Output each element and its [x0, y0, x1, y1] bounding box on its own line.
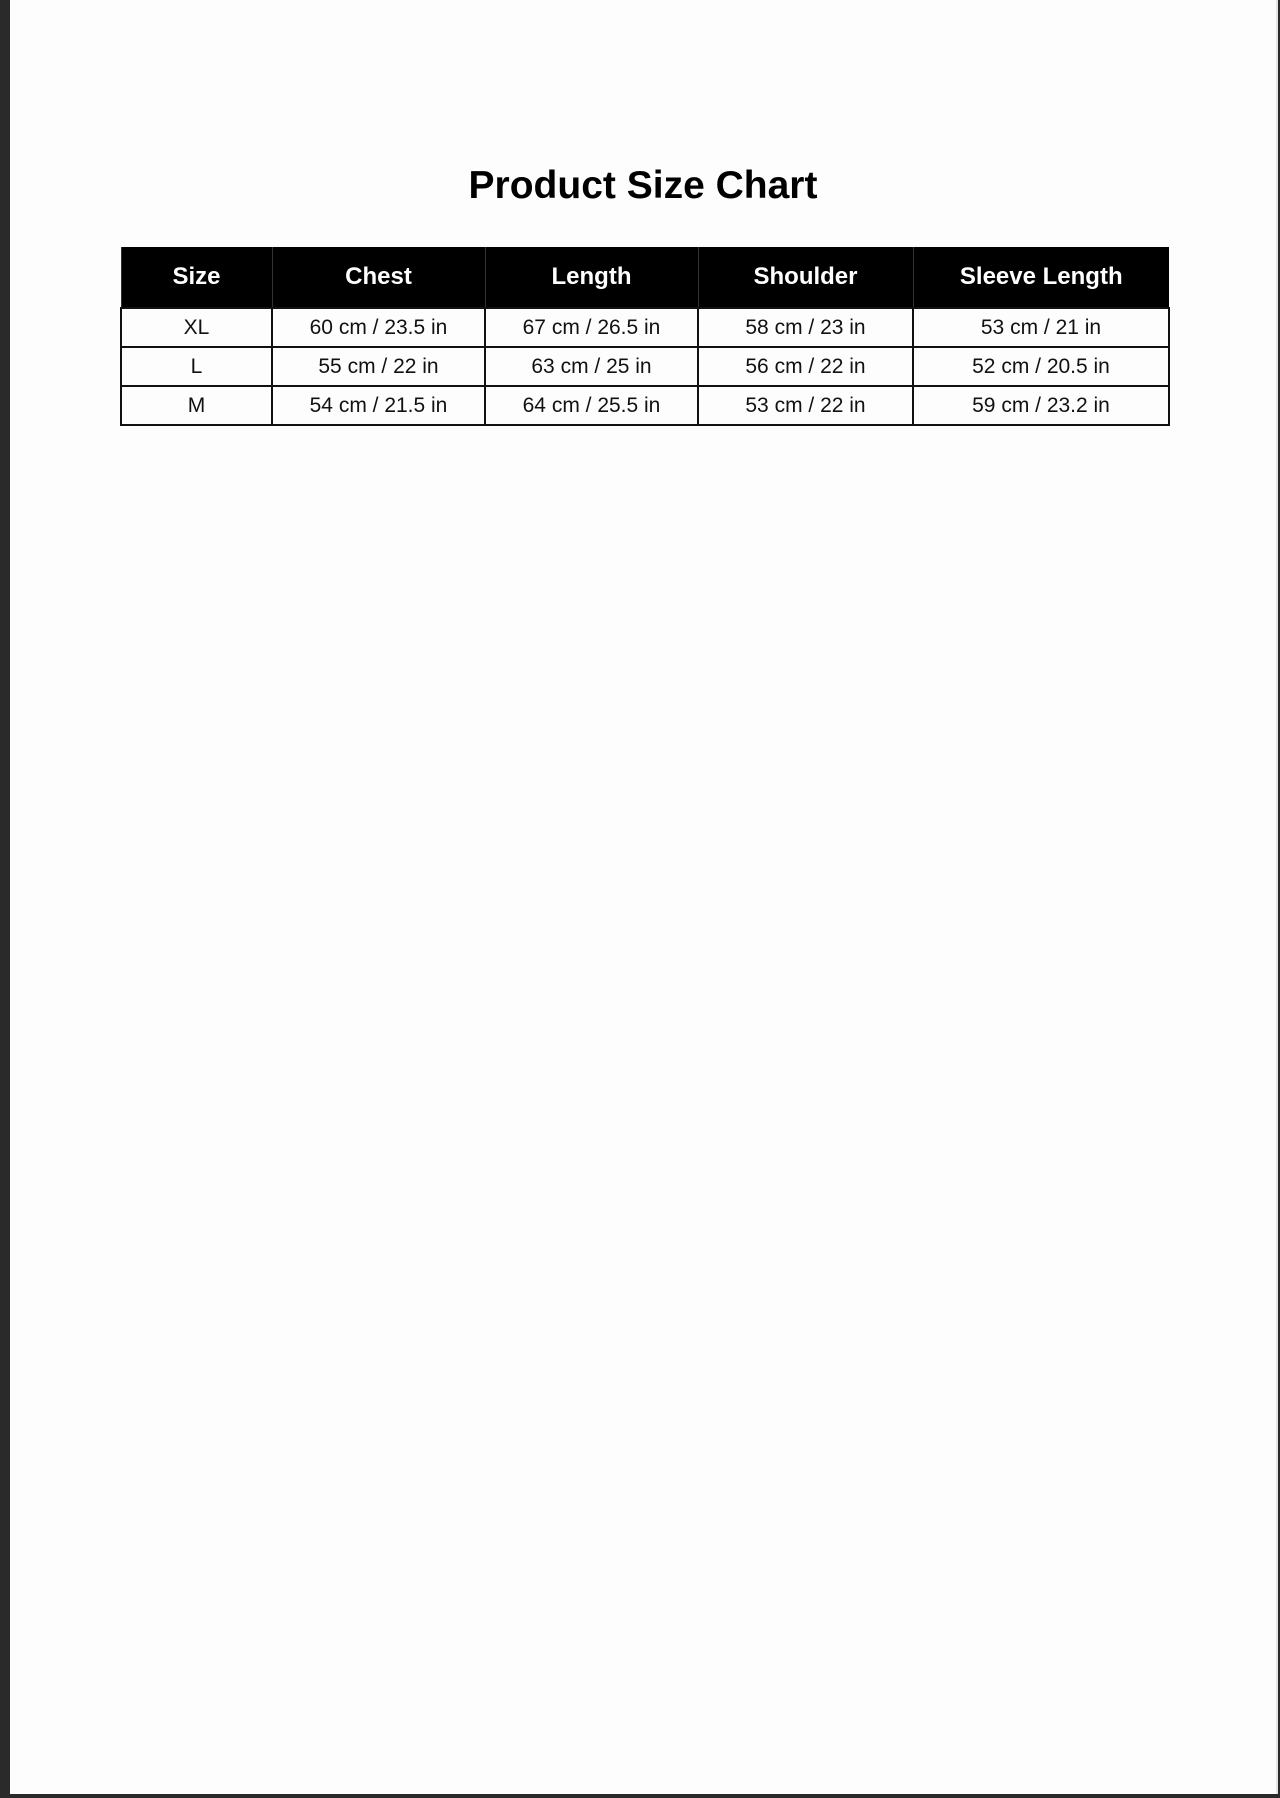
header-shoulder: Shoulder	[697, 247, 913, 308]
header-length: Length	[484, 247, 698, 308]
cell-length: 64 cm / 25.5 in	[484, 385, 699, 426]
cell-shoulder: 53 cm / 22 in	[697, 385, 914, 426]
cell-chest: 54 cm / 21.5 in	[271, 385, 486, 426]
size-chart-table: Size Chest Length Shoulder Sleeve Length…	[120, 247, 1170, 426]
cell-length: 63 cm / 25 in	[484, 346, 699, 387]
cell-size: XL	[120, 307, 273, 348]
table-row: M 54 cm / 21.5 in 64 cm / 25.5 in 53 cm …	[120, 385, 1170, 426]
cell-sleeve-length: 59 cm / 23.2 in	[912, 385, 1170, 426]
table-row: L 55 cm / 22 in 63 cm / 25 in 56 cm / 22…	[120, 346, 1170, 387]
header-sleeve-length: Sleeve Length	[912, 247, 1169, 308]
cell-sleeve-length: 52 cm / 20.5 in	[912, 346, 1170, 387]
cell-size: M	[120, 385, 273, 426]
cell-chest: 60 cm / 23.5 in	[271, 307, 486, 348]
cell-chest: 55 cm / 22 in	[271, 346, 486, 387]
cell-shoulder: 58 cm / 23 in	[697, 307, 914, 348]
cell-sleeve-length: 53 cm / 21 in	[912, 307, 1170, 348]
header-size: Size	[120, 247, 272, 308]
document-page: Product Size Chart Size Chest Length Sho…	[10, 0, 1278, 1794]
cell-shoulder: 56 cm / 22 in	[697, 346, 914, 387]
cell-size: L	[120, 346, 273, 387]
cell-length: 67 cm / 26.5 in	[484, 307, 699, 348]
header-chest: Chest	[271, 247, 485, 308]
table-header-row: Size Chest Length Shoulder Sleeve Length	[120, 247, 1169, 308]
table-row: XL 60 cm / 23.5 in 67 cm / 26.5 in 58 cm…	[120, 307, 1170, 348]
page-title: Product Size Chart	[468, 164, 818, 207]
